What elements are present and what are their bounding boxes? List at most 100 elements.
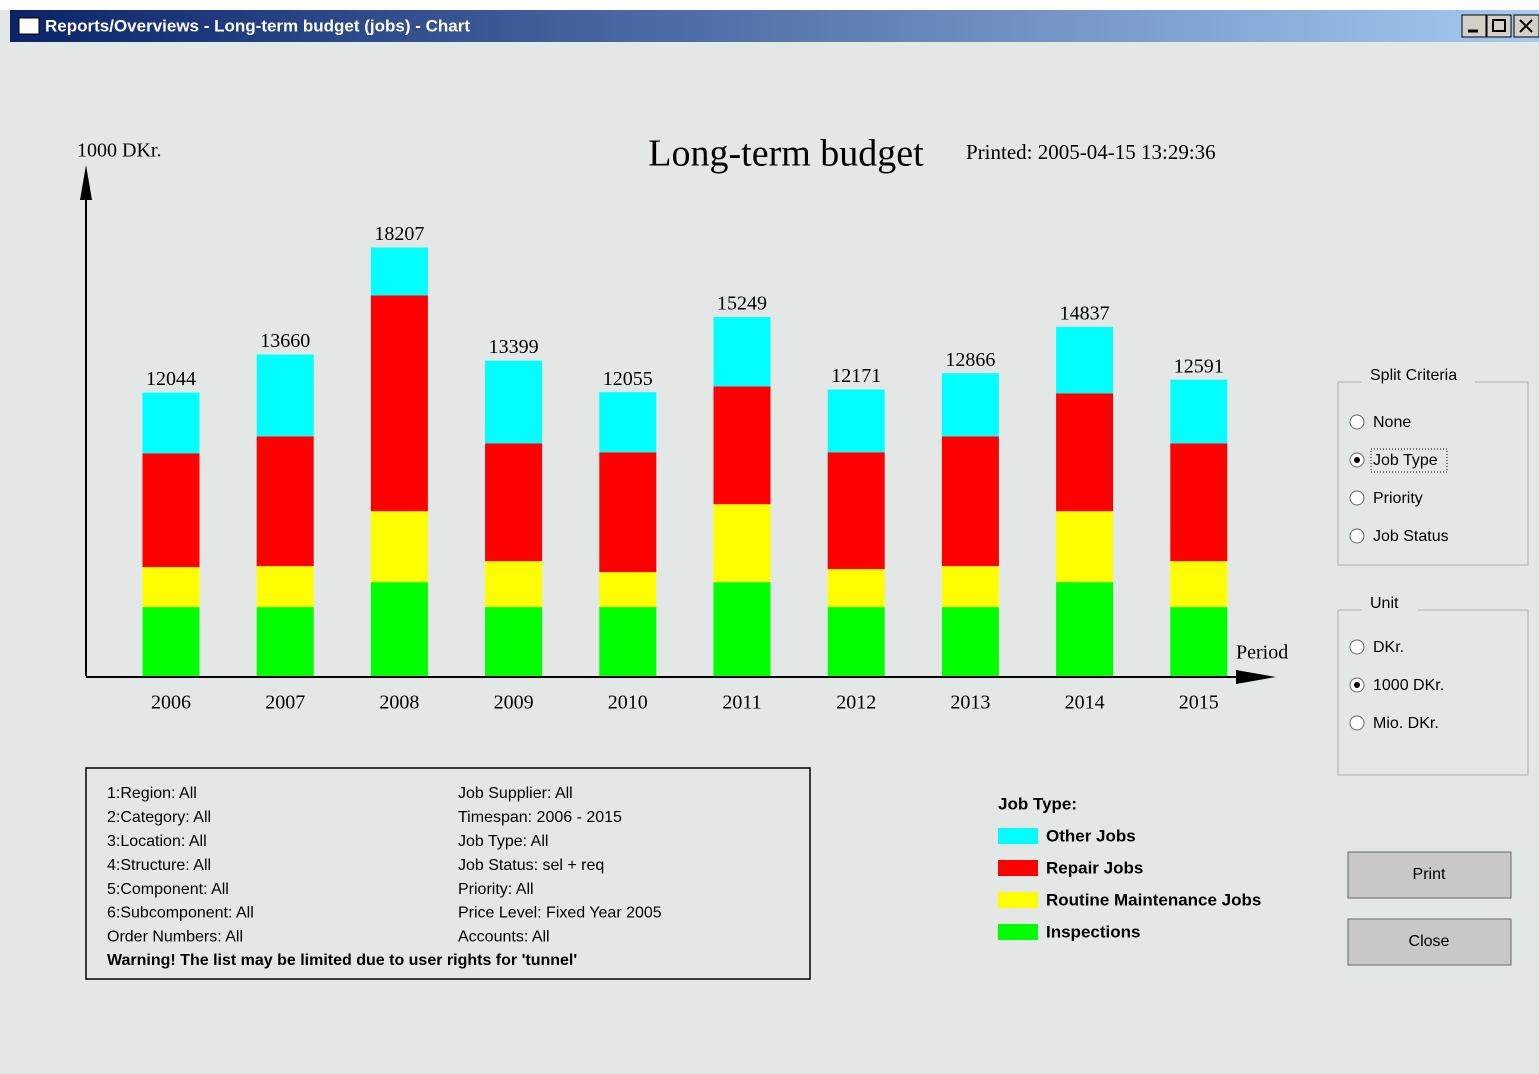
- chart-title: Long-term budget: [648, 133, 924, 175]
- x-tick-label: 2013: [950, 692, 990, 714]
- x-tick-label: 2009: [494, 692, 534, 714]
- radio-label[interactable]: Priority: [1373, 490, 1423, 507]
- bar-segment: [827, 452, 885, 570]
- maximize-icon: [1492, 19, 1506, 32]
- bar-segment: [370, 247, 428, 296]
- minimize-button[interactable]: [1461, 14, 1487, 38]
- bar-segment: [370, 295, 428, 512]
- radio-label[interactable]: None: [1373, 414, 1411, 431]
- filter-line: Job Status: sel + req: [458, 857, 604, 874]
- bar-segment: [370, 511, 428, 583]
- bar-segment: [713, 582, 771, 676]
- title-bar: [10, 10, 1539, 42]
- x-tick-label: 2007: [265, 692, 305, 714]
- legend-label: Inspections: [1046, 922, 1140, 941]
- x-tick-label: 2014: [1065, 692, 1105, 714]
- bar-segment: [827, 569, 885, 608]
- legend-label: Repair Jobs: [1046, 858, 1143, 877]
- bar-total-label: 12044: [146, 368, 196, 390]
- bar-segment: [1056, 582, 1114, 676]
- bar-segment: [941, 566, 999, 608]
- maximize-button[interactable]: [1486, 14, 1512, 38]
- bar-total-label: 12591: [1174, 355, 1224, 377]
- radio-button[interactable]: [1349, 639, 1365, 655]
- bar-segment: [142, 453, 200, 568]
- bar-total-label: 12866: [945, 349, 995, 371]
- x-tick-label: 2011: [722, 692, 761, 714]
- bar-segment: [1170, 443, 1228, 562]
- legend-label: Routine Maintenance Jobs: [1046, 890, 1261, 909]
- x-tick-label: 2010: [608, 692, 648, 714]
- close-button[interactable]: Close: [1347, 918, 1512, 966]
- bar-segment: [1056, 511, 1114, 583]
- radio-dot: [1354, 682, 1360, 688]
- x-tick-label: 2015: [1179, 692, 1219, 714]
- chart-subtitle: Printed: 2005-04-15 13:29:36: [966, 140, 1216, 164]
- bar-segment: [599, 572, 657, 608]
- filter-line: Job Supplier: All: [458, 785, 573, 802]
- bar-segment: [599, 392, 657, 453]
- close-button-face[interactable]: [1347, 918, 1512, 966]
- filter-line: Accounts: All: [458, 929, 550, 946]
- filter-box: [85, 767, 811, 980]
- radio-dot: [1354, 457, 1360, 463]
- close-button-label[interactable]: Close: [1409, 933, 1450, 950]
- bar-segment: [256, 436, 314, 567]
- unit-group: [1337, 609, 1529, 776]
- bar-segment: [142, 607, 200, 676]
- bar-segment: [713, 504, 771, 583]
- bar-segment: [941, 373, 999, 437]
- radio-label[interactable]: Job Status: [1373, 528, 1449, 545]
- bar-segment: [827, 389, 885, 453]
- bar-segment: [1170, 561, 1228, 608]
- bar-segment: [1170, 607, 1228, 676]
- legend-swatch: [998, 924, 1038, 940]
- radio-label[interactable]: Mio. DKr.: [1373, 715, 1439, 732]
- bar-total-label: 13660: [260, 330, 310, 352]
- print-button[interactable]: Print: [1347, 851, 1512, 899]
- legend-label: Other Jobs: [1046, 826, 1136, 845]
- bar-segment: [485, 561, 543, 608]
- bar-segment: [599, 607, 657, 676]
- x-tick-label: 2006: [151, 692, 191, 714]
- filter-line: Priority: All: [458, 881, 534, 898]
- filter-line: 2:Category: All: [107, 809, 211, 826]
- bar-segment: [1170, 379, 1228, 444]
- radio-label[interactable]: DKr.: [1373, 639, 1404, 656]
- filter-line: 3:Location: All: [107, 833, 207, 850]
- x-tick-label: 2008: [379, 692, 419, 714]
- filter-line: Price Level: Fixed Year 2005: [458, 905, 662, 922]
- window-title: Reports/Overviews - Long-term budget (jo…: [45, 16, 470, 35]
- unit-label: Unit: [1370, 595, 1399, 612]
- radio-label[interactable]: Job Type: [1373, 452, 1438, 469]
- bar-total-label: 13399: [489, 336, 539, 358]
- bar-segment: [713, 317, 771, 387]
- legend-swatch: [998, 828, 1038, 844]
- legend-swatch: [998, 860, 1038, 876]
- print-button-face[interactable]: [1347, 851, 1512, 899]
- bar-total-label: 12171: [831, 365, 881, 387]
- print-button-label[interactable]: Print: [1413, 866, 1446, 883]
- filter-warning: Warning! The list may be limited due to …: [107, 952, 577, 969]
- radio-button[interactable]: [1349, 528, 1365, 544]
- bar-segment: [256, 607, 314, 676]
- bar-total-label: 18207: [374, 223, 424, 245]
- legend-swatch: [998, 892, 1038, 908]
- bar-segment: [370, 582, 428, 676]
- bar-segment: [485, 443, 543, 562]
- y-axis-label: 1000 DKr.: [77, 140, 161, 162]
- radio-label[interactable]: 1000 DKr.: [1373, 677, 1444, 694]
- window-controls[interactable]: [1461, 14, 1539, 38]
- radio-button[interactable]: [1349, 715, 1365, 731]
- radio-button[interactable]: [1349, 414, 1365, 430]
- filter-line: 6:Subcomponent: All: [107, 905, 254, 922]
- bar-segment: [941, 607, 999, 676]
- filter-line: Timespan: 2006 - 2015: [458, 809, 622, 826]
- bar-segment: [485, 607, 543, 676]
- bar-segment: [941, 436, 999, 567]
- filter-line: 5:Component: All: [107, 881, 229, 898]
- bar-segment: [1056, 326, 1114, 394]
- bar-segment: [1056, 393, 1114, 512]
- radio-button[interactable]: [1349, 490, 1365, 506]
